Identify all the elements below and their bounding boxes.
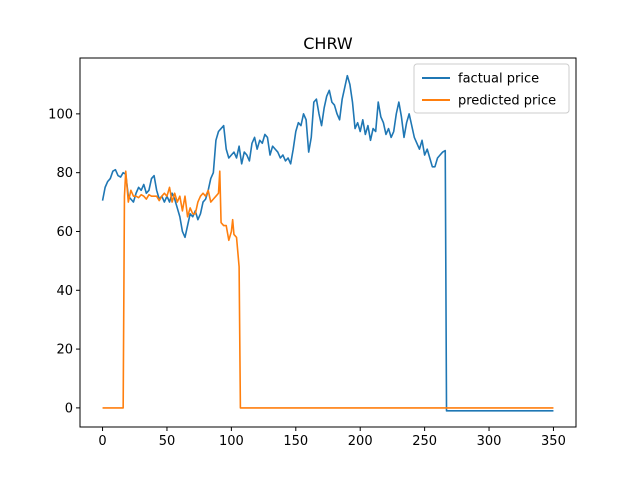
legend-label: factual price <box>458 72 539 87</box>
axes-frame <box>79 57 577 428</box>
x-tick-label: 350 <box>541 434 566 449</box>
y-tick-label: 100 <box>48 107 73 122</box>
legend: factual price predicted price <box>413 63 570 114</box>
chart-title: CHRW <box>303 34 353 53</box>
x-axis: 0 50 100 150 200 250 300 350 <box>98 427 566 449</box>
legend-label: predicted price <box>458 94 556 109</box>
x-tick-label: 300 <box>477 434 502 449</box>
x-tick-label: 200 <box>348 434 373 449</box>
series-line-1 <box>101 74 554 412</box>
y-tick-label: 40 <box>56 284 73 299</box>
x-tick-label: 250 <box>412 434 437 449</box>
y-tick-label: 80 <box>56 166 73 181</box>
legend-box <box>413 63 570 114</box>
x-tick-label: 0 <box>98 434 106 449</box>
y-tick-label: 60 <box>56 225 73 240</box>
x-tick-label: 100 <box>219 434 244 449</box>
series-line-2 <box>102 170 554 409</box>
y-axis: 0 20 40 60 80 100 <box>48 107 80 416</box>
y-tick-label: 20 <box>56 343 73 358</box>
x-tick-label: 50 <box>159 434 176 449</box>
x-tick-label: 150 <box>283 434 308 449</box>
y-tick-label: 0 <box>65 401 73 416</box>
